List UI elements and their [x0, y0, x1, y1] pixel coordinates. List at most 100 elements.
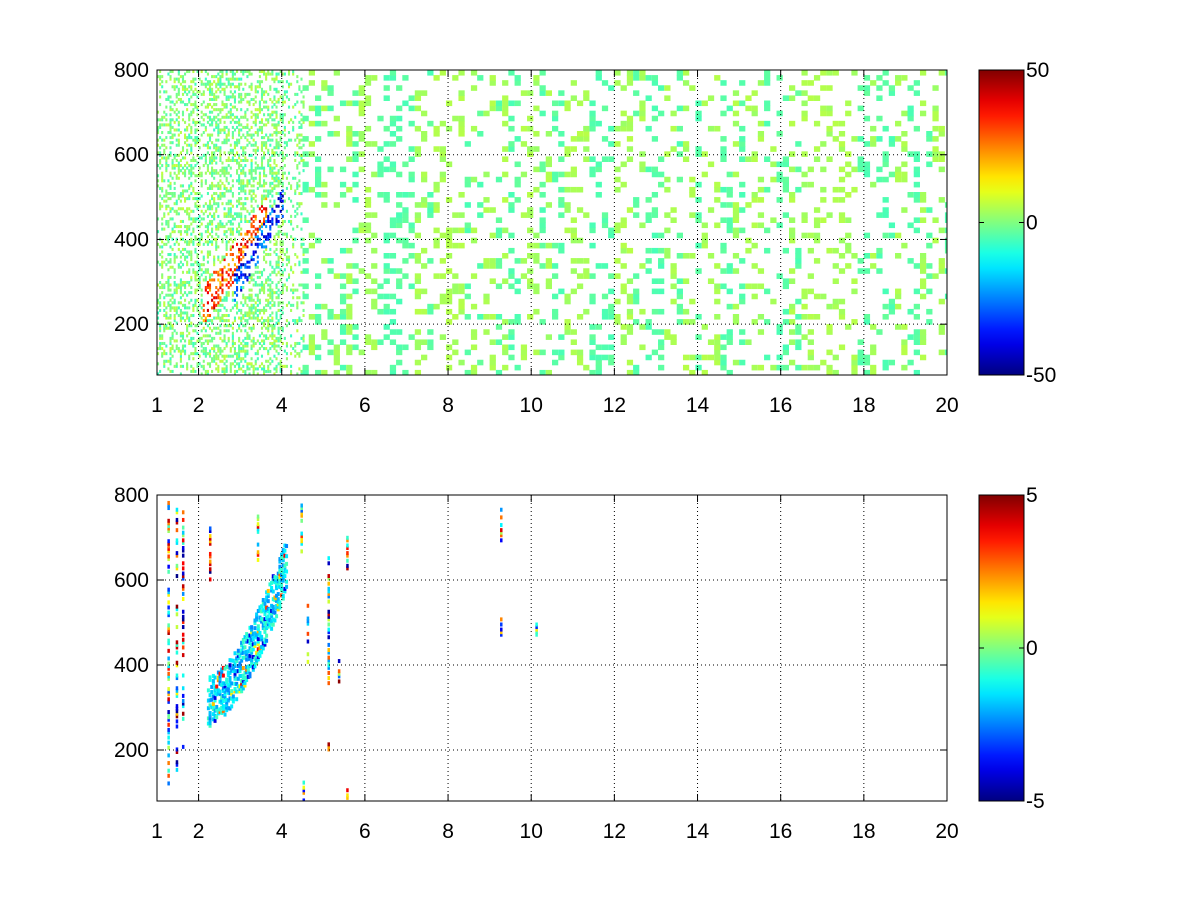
heatmap-cell — [620, 161, 627, 168]
heatmap-cell — [179, 339, 182, 343]
heatmap-cell — [254, 359, 257, 363]
heatmap-cell — [230, 658, 234, 663]
heatmap-cell — [539, 161, 546, 168]
heatmap-cell — [235, 676, 239, 681]
heatmap-cell — [225, 70, 228, 74]
heatmap-cell — [682, 70, 690, 76]
heatmap-cell — [327, 308, 334, 315]
heatmap-cell — [208, 334, 212, 338]
heatmap-cell — [614, 314, 621, 320]
heatmap-cell — [163, 90, 166, 94]
heatmap-cell — [433, 242, 440, 249]
heatmap-cell — [221, 258, 224, 262]
heatmap-cell — [919, 263, 927, 269]
heatmap-cell — [408, 176, 415, 183]
heatmap-cell — [273, 199, 276, 203]
heatmap-cell — [267, 369, 270, 373]
heatmap-cell — [188, 100, 191, 104]
heatmap-cell — [192, 230, 195, 234]
heatmap-cell — [776, 171, 783, 178]
heatmap-cell — [913, 369, 920, 375]
heatmap-cell — [198, 174, 201, 178]
heatmap-cell — [795, 141, 802, 147]
heatmap-cell — [389, 120, 397, 127]
heatmap-cell — [726, 105, 733, 112]
heatmap-cell — [552, 293, 559, 300]
heatmap-cell — [194, 204, 197, 208]
heatmap-cell — [186, 143, 189, 147]
heatmap-cell — [244, 372, 247, 375]
heatmap-cell — [275, 133, 278, 137]
heatmap-cell — [248, 280, 251, 284]
heatmap-cell — [236, 115, 239, 119]
heatmap-cell — [215, 123, 218, 127]
heatmap-cell — [298, 133, 301, 137]
heatmap-cell — [265, 181, 268, 185]
heatmap-cell — [161, 334, 164, 338]
heatmap-cell — [279, 179, 282, 183]
heatmap-cell — [219, 336, 222, 340]
heatmap-cell — [308, 70, 315, 76]
heatmap-cell — [739, 100, 746, 107]
heatmap-cell — [285, 344, 288, 348]
heatmap-cell — [277, 80, 280, 84]
heatmap-cell — [198, 275, 201, 279]
heatmap-cell — [165, 324, 168, 328]
heatmap-cell — [533, 232, 540, 239]
heatmap-cell — [208, 721, 212, 726]
heatmap-cell — [279, 113, 282, 117]
heatmap-cell — [265, 77, 268, 81]
heatmap-cell — [229, 362, 232, 366]
heatmap-cell — [321, 258, 328, 264]
heatmap-cell — [211, 339, 214, 343]
heatmap-cell — [389, 253, 397, 259]
heatmap-cell — [751, 242, 758, 249]
heatmap-cell — [252, 192, 255, 196]
heatmap-cell — [204, 319, 207, 323]
heatmap-cell — [290, 82, 293, 86]
heatmap-cell — [225, 179, 228, 183]
heatmap-cell — [608, 227, 615, 234]
heatmap-cell — [807, 273, 814, 279]
heatmap-cell — [757, 314, 765, 320]
heatmap-cell — [795, 324, 802, 330]
heatmap-cell — [226, 706, 230, 711]
heatmap-cell — [223, 125, 226, 129]
heatmap-cell — [167, 222, 170, 226]
heatmap-cell — [302, 268, 309, 274]
heatmap-cell — [427, 207, 434, 213]
heatmap-cell — [290, 118, 293, 122]
heatmap-cell — [552, 115, 559, 122]
heatmap-cell — [273, 367, 276, 371]
heatmap-cell — [857, 166, 864, 173]
heatmap-cell — [271, 219, 274, 223]
heatmap-cell — [165, 235, 168, 239]
heatmap-cell — [278, 572, 282, 577]
heatmap-cell — [614, 141, 621, 147]
heatmap-cell — [558, 186, 565, 193]
heatmap-cell — [200, 341, 203, 345]
heatmap-cell — [595, 263, 602, 269]
heatmap-cell — [339, 324, 347, 330]
heatmap-cell — [190, 87, 193, 91]
heatmap-cell — [256, 181, 259, 185]
heatmap-cell — [273, 110, 276, 114]
heatmap-cell — [211, 123, 214, 127]
heatmap-cell — [217, 184, 220, 188]
heatmap-cell — [169, 75, 172, 79]
heatmap-cell — [192, 138, 195, 142]
heatmap-cell — [221, 171, 224, 175]
heatmap-cell — [265, 245, 268, 249]
heatmap-cell — [408, 146, 415, 152]
heatmap-cell — [269, 227, 272, 231]
heatmap-cell — [246, 311, 249, 315]
heatmap-cell — [346, 156, 353, 162]
heatmap-cell — [244, 219, 247, 223]
heatmap-cell — [352, 324, 359, 330]
heatmap-cell — [290, 344, 293, 348]
heatmap-cell — [244, 113, 247, 117]
heatmap-cell — [820, 85, 827, 91]
heatmap-cell — [238, 268, 241, 272]
heatmap-cell — [161, 131, 164, 135]
heatmap-cell — [200, 301, 203, 305]
